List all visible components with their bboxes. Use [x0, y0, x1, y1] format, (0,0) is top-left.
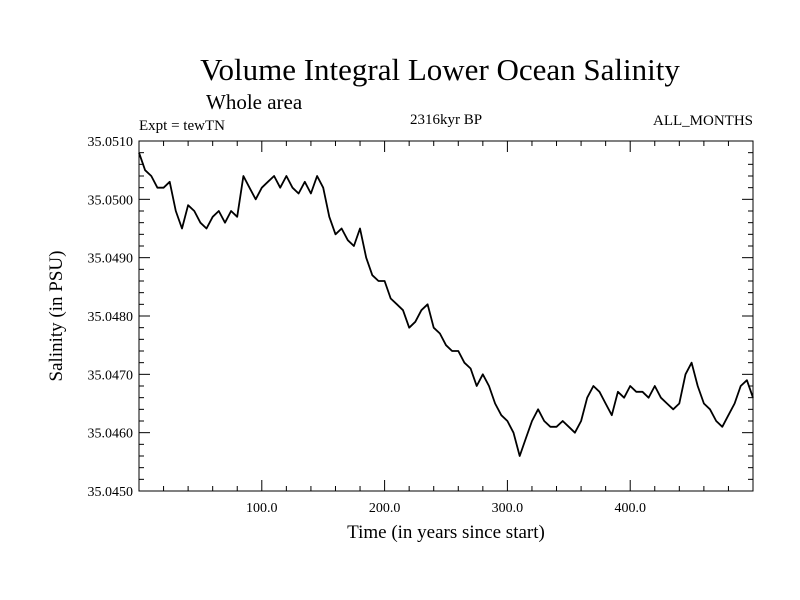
y-tick-label: 35.0450 — [88, 485, 134, 500]
y-axis: 35.0450 35.0460 35.0470 35.0480 35.0490 35.05… — [88, 135, 753, 500]
plot-frame — [138, 140, 754, 492]
y-tick-label: 35.0490 — [88, 252, 134, 267]
y-tick-label: 35.0470 — [88, 368, 134, 383]
x-axis-label: Time (in years since start) — [347, 522, 545, 543]
period-label: 2316kyr BP — [410, 112, 482, 128]
y-tick-label: 35.0500 — [88, 193, 134, 208]
chart-subtitle: Whole area — [206, 90, 303, 114]
chart-title: Volume Integral Lower Ocean Salinity — [200, 52, 680, 87]
y-axis-label: Salinity (in PSU) — [46, 251, 67, 382]
y-tick-label: 35.0480 — [88, 310, 134, 325]
series-line — [138, 152, 754, 457]
x-tick-label: 300.0 — [492, 501, 524, 516]
series-layer — [138, 152, 754, 457]
y-tick-label: 35.0510 — [88, 135, 134, 150]
x-tick-label: 200.0 — [369, 501, 401, 516]
y-tick-label: 35.0460 — [88, 427, 134, 442]
x-tick-label: 400.0 — [614, 501, 646, 516]
x-tick-label: 100.0 — [246, 501, 278, 516]
x-axis: 100.0 200.0 300.0 400.0 — [163, 141, 729, 516]
experiment-label: Expt = tewTN — [139, 118, 225, 134]
months-label: ALL_MONTHS — [653, 113, 753, 129]
